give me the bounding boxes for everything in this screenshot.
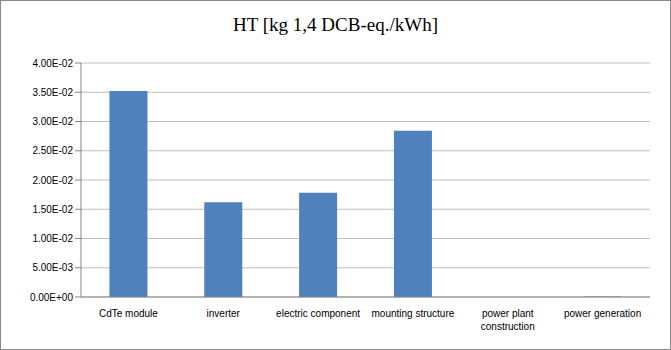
svg-text:power plantconstruction: power plantconstruction (481, 308, 535, 332)
svg-text:mounting structure: mounting structure (372, 308, 455, 319)
svg-text:4.00E-02: 4.00E-02 (32, 58, 73, 69)
svg-text:inverter: inverter (207, 308, 241, 319)
svg-text:3.00E-02: 3.00E-02 (32, 116, 73, 127)
svg-text:electric component: electric component (276, 308, 360, 319)
svg-text:5.00E-03: 5.00E-03 (32, 262, 73, 273)
svg-text:2.00E-02: 2.00E-02 (32, 175, 73, 186)
svg-text:1.00E-02: 1.00E-02 (32, 233, 73, 244)
svg-text:2.50E-02: 2.50E-02 (32, 145, 73, 156)
svg-text:0.00E+00: 0.00E+00 (30, 292, 74, 303)
svg-text:CdTe module: CdTe module (99, 308, 158, 319)
html-text:HT [kg 1,4 DCB-eq./kWh]: HT [kg 1,4 DCB-eq./kWh] (233, 14, 438, 35)
svg-text:1.50E-02: 1.50E-02 (32, 204, 73, 215)
svg-text:3.50E-02: 3.50E-02 (32, 87, 73, 98)
svg-text:power generation: power generation (564, 308, 641, 319)
